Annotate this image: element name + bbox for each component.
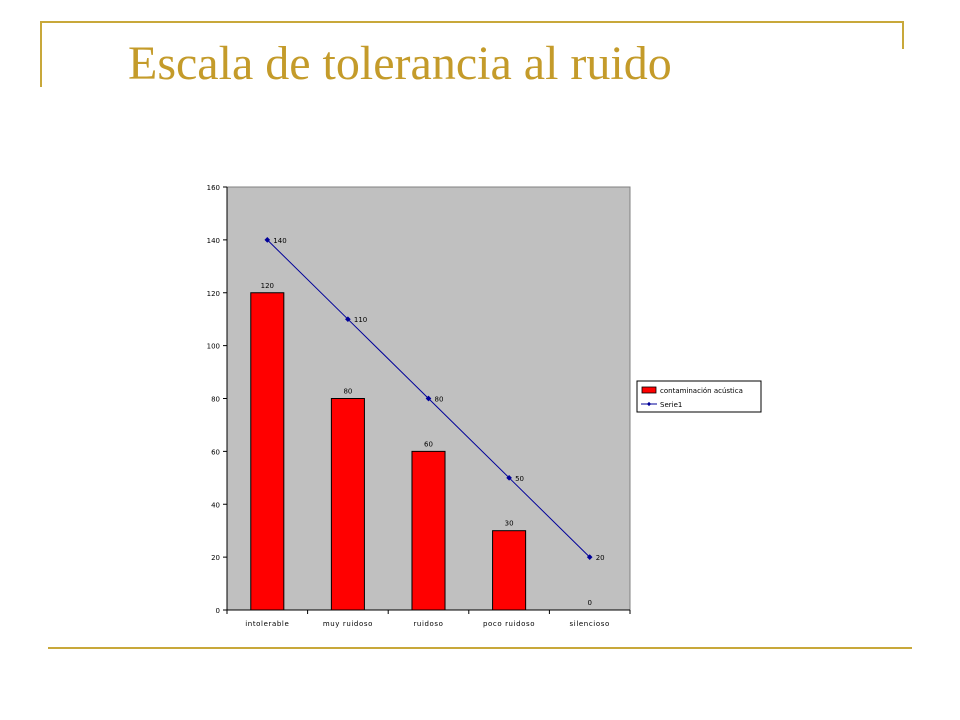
bar-data-label: 120	[261, 282, 274, 290]
bar	[330, 398, 365, 611]
frame-left-rule	[40, 21, 42, 87]
bar	[411, 450, 446, 611]
bar-data-label: 60	[424, 440, 433, 448]
x-tick-label: intolerable	[245, 620, 289, 628]
line-point	[345, 316, 351, 323]
y-tick-label: 120	[207, 290, 220, 298]
y-tick-label: 60	[211, 448, 220, 456]
y-tick-label: 100	[207, 343, 220, 351]
legend-box	[636, 380, 762, 413]
legend-label: contaminación acústica	[660, 387, 743, 395]
legend-line-marker	[646, 401, 652, 407]
x-tick-label: ruidoso	[413, 620, 443, 628]
x-tick-label: muy ruidoso	[323, 620, 373, 628]
line-data-label: 20	[596, 554, 605, 562]
bar	[492, 530, 527, 611]
y-tick-label: 40	[211, 501, 220, 509]
y-tick-label: 80	[211, 396, 220, 404]
bar-data-label: 80	[343, 388, 352, 396]
line-point	[506, 474, 512, 481]
x-tick-label: poco ruidoso	[483, 620, 535, 628]
y-tick-label: 160	[207, 184, 220, 192]
frame-top-rule	[40, 21, 904, 23]
slide-title: Escala de tolerancia al ruido	[128, 37, 672, 90]
frame-right-rule	[902, 21, 904, 49]
line-data-label: 50	[515, 475, 524, 483]
line-data-label: 140	[273, 237, 286, 245]
line-point	[586, 554, 593, 560]
y-tick-label: 140	[207, 237, 220, 245]
line-point	[264, 237, 271, 243]
line-point	[425, 395, 432, 402]
frame-bottom-rule	[48, 647, 912, 649]
y-tick-label: 20	[211, 554, 220, 562]
y-tick-label: 0	[216, 607, 220, 615]
line-data-label: 80	[435, 396, 444, 404]
legend-bar-swatch	[641, 386, 657, 394]
line-data-label: 110	[354, 316, 367, 324]
legend-label: Serie1	[660, 401, 682, 409]
bar-data-label: 30	[505, 520, 514, 528]
bar-data-label: 0	[587, 599, 591, 607]
x-tick-label: silencioso	[570, 620, 610, 628]
bar	[250, 292, 285, 611]
